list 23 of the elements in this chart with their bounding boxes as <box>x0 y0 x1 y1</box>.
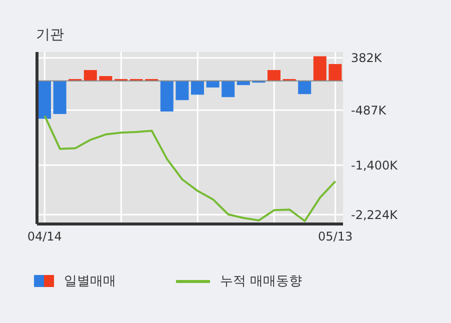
x-tick-label: 05/13 <box>318 230 353 244</box>
bar <box>206 80 220 88</box>
bar <box>53 80 66 114</box>
x-tick-label: 04/14 <box>27 230 62 244</box>
bar <box>298 80 312 94</box>
bar <box>38 80 51 119</box>
bar <box>176 80 189 100</box>
y-tick-label: -1,400K <box>351 158 399 172</box>
bar <box>313 56 326 81</box>
bar <box>84 70 97 81</box>
legend-label: 일별매매 <box>64 273 116 290</box>
bar <box>268 70 280 81</box>
bar <box>191 80 204 95</box>
bar <box>222 80 235 98</box>
line-series <box>44 114 336 222</box>
y-tick-label: -487K <box>351 103 388 118</box>
legend-label: 누적 매매동향 <box>220 273 302 290</box>
chart-title: 기관 <box>36 26 64 44</box>
bar <box>160 80 174 112</box>
bar <box>328 64 342 81</box>
bar <box>99 76 112 81</box>
y-tick-label: 382K <box>351 51 383 66</box>
y-tick-label: -2,224K <box>351 208 399 222</box>
